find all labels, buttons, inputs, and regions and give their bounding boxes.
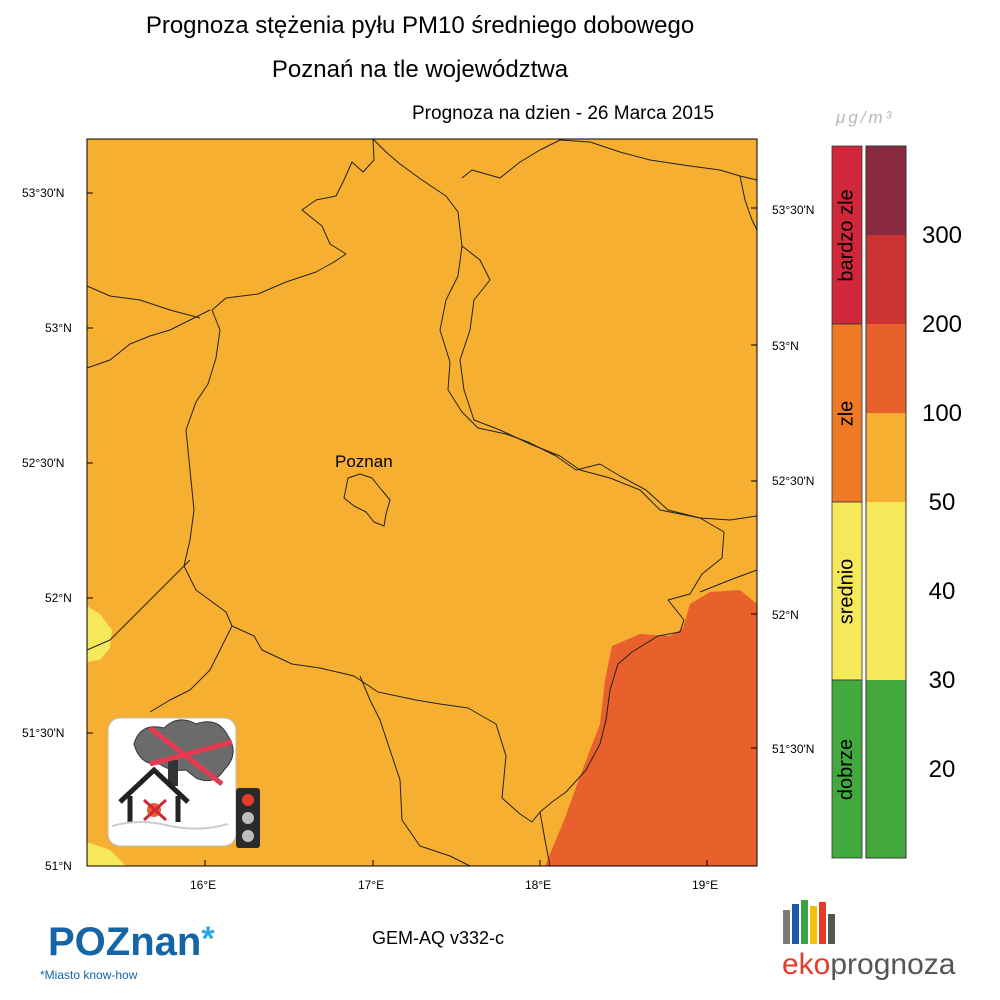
- legend-scale-swatch: [866, 324, 906, 413]
- lat-label-right: 53°N: [772, 339, 799, 353]
- poznan-tagline: *Miasto know-how: [40, 968, 138, 982]
- legend-category-swatch: [831, 679, 863, 859]
- asterisk-icon: *: [201, 920, 215, 958]
- legend-category-label: srednio: [835, 558, 858, 624]
- legend-tick-label: 20: [928, 756, 956, 783]
- lat-label-left: 51°N: [45, 859, 72, 873]
- forecast-date: Prognoza na dzien - 26 Marca 2015: [412, 103, 715, 124]
- legend-category-swatch: [831, 501, 863, 681]
- ekoprognoza-logo: ekoprognoza: [782, 948, 955, 982]
- legend-scale-swatch: [866, 235, 906, 324]
- voivodeship-border: [183, 138, 725, 823]
- traffic-light-lamp: [242, 830, 254, 842]
- lon-label: 17°E: [358, 878, 385, 892]
- lat-label-left: 53°N: [45, 321, 72, 335]
- poznan-logo: POZnan*: [48, 920, 215, 965]
- city-label: Poznan: [335, 452, 393, 471]
- lat-label-left: 52°N: [45, 591, 72, 605]
- district-border: [86, 285, 201, 319]
- chart-subtitle: Poznań na tle województwa: [271, 56, 569, 83]
- axis-ticks: [87, 192, 757, 866]
- ekoprognoza-logo-bar: [801, 900, 808, 944]
- legend-scale-swatch: [866, 680, 906, 769]
- district-border: [739, 175, 758, 231]
- legend-scale-swatch: [866, 769, 906, 858]
- legend-tick-label: 300: [921, 222, 963, 249]
- ekoprognoza-logo-bars: [783, 900, 835, 944]
- low-concentration-area: [87, 842, 126, 866]
- lat-label-left: 51°30'N: [22, 726, 65, 740]
- legend-category-label: dobrze: [835, 738, 858, 800]
- legend-scale: [865, 145, 907, 859]
- ekoprognoza-logo-part2: prognoza: [830, 948, 956, 981]
- legend-category-swatch: [831, 145, 863, 325]
- district-border: [149, 625, 233, 713]
- legend-categories: [831, 145, 863, 859]
- no-burning-warning-icon: [107, 717, 237, 847]
- district-border: [86, 559, 191, 651]
- legend-tick-label: 100: [921, 400, 963, 427]
- legend-scale-swatch: [866, 146, 906, 235]
- legend-scale-swatch: [866, 413, 906, 502]
- map-frame: [86, 138, 758, 867]
- legend-scale-swatch: [866, 591, 906, 680]
- ekoprognoza-logo-part1: eko: [782, 948, 831, 981]
- legend-unit: μg/m³: [836, 108, 895, 127]
- legend-tick-label: 30: [928, 667, 956, 694]
- legend-tick-label: 200: [921, 311, 963, 338]
- legend-scale-frame: [865, 145, 907, 859]
- legend-category-label: zle: [835, 400, 858, 426]
- district-border: [461, 139, 758, 181]
- ekoprognoza-logo-bar: [819, 902, 826, 944]
- lat-label-right: 53°30'N: [772, 203, 815, 217]
- poznan-city-border: [343, 473, 391, 527]
- lat-label-left: 53°30'N: [22, 186, 65, 200]
- district-border: [699, 569, 758, 593]
- chart-title: Prognoza stężenia pyłu PM10 średniego do…: [145, 12, 695, 39]
- lon-label: 16°E: [190, 878, 217, 892]
- district-border: [359, 675, 471, 867]
- high-concentration-area: [545, 590, 757, 866]
- district-border: [459, 245, 758, 521]
- ekoprognoza-logo-bar: [792, 904, 799, 944]
- lat-label-right: 51°30'N: [772, 742, 815, 756]
- district-border: [539, 811, 551, 867]
- lat-label-left: 52°30'N: [22, 456, 65, 470]
- poznan-logo-text: POZnan: [48, 920, 202, 964]
- traffic-light-icon: [236, 788, 260, 848]
- model-label: GEM-AQ v332-c: [372, 928, 505, 948]
- lon-label: 19°E: [692, 878, 719, 892]
- legend-category-label: bardzo zle: [835, 188, 858, 282]
- ekoprognoza-logo-bar: [810, 906, 817, 944]
- traffic-light-lamp: [242, 812, 254, 824]
- lon-label: 18°E: [525, 878, 552, 892]
- legend-tick-label: 50: [928, 489, 956, 516]
- ekoprognoza-logo-bar: [783, 910, 790, 944]
- lat-label-right: 52°N: [772, 608, 799, 622]
- district-border: [86, 309, 211, 369]
- lat-label-right: 52°30'N: [772, 474, 815, 488]
- traffic-light-lamp: [242, 794, 254, 806]
- ekoprognoza-logo-bar: [828, 914, 835, 944]
- legend-scale-swatch: [866, 502, 906, 591]
- region-borders: [86, 138, 758, 867]
- legend-tick-label: 40: [928, 578, 956, 605]
- low-concentration-area: [87, 606, 112, 662]
